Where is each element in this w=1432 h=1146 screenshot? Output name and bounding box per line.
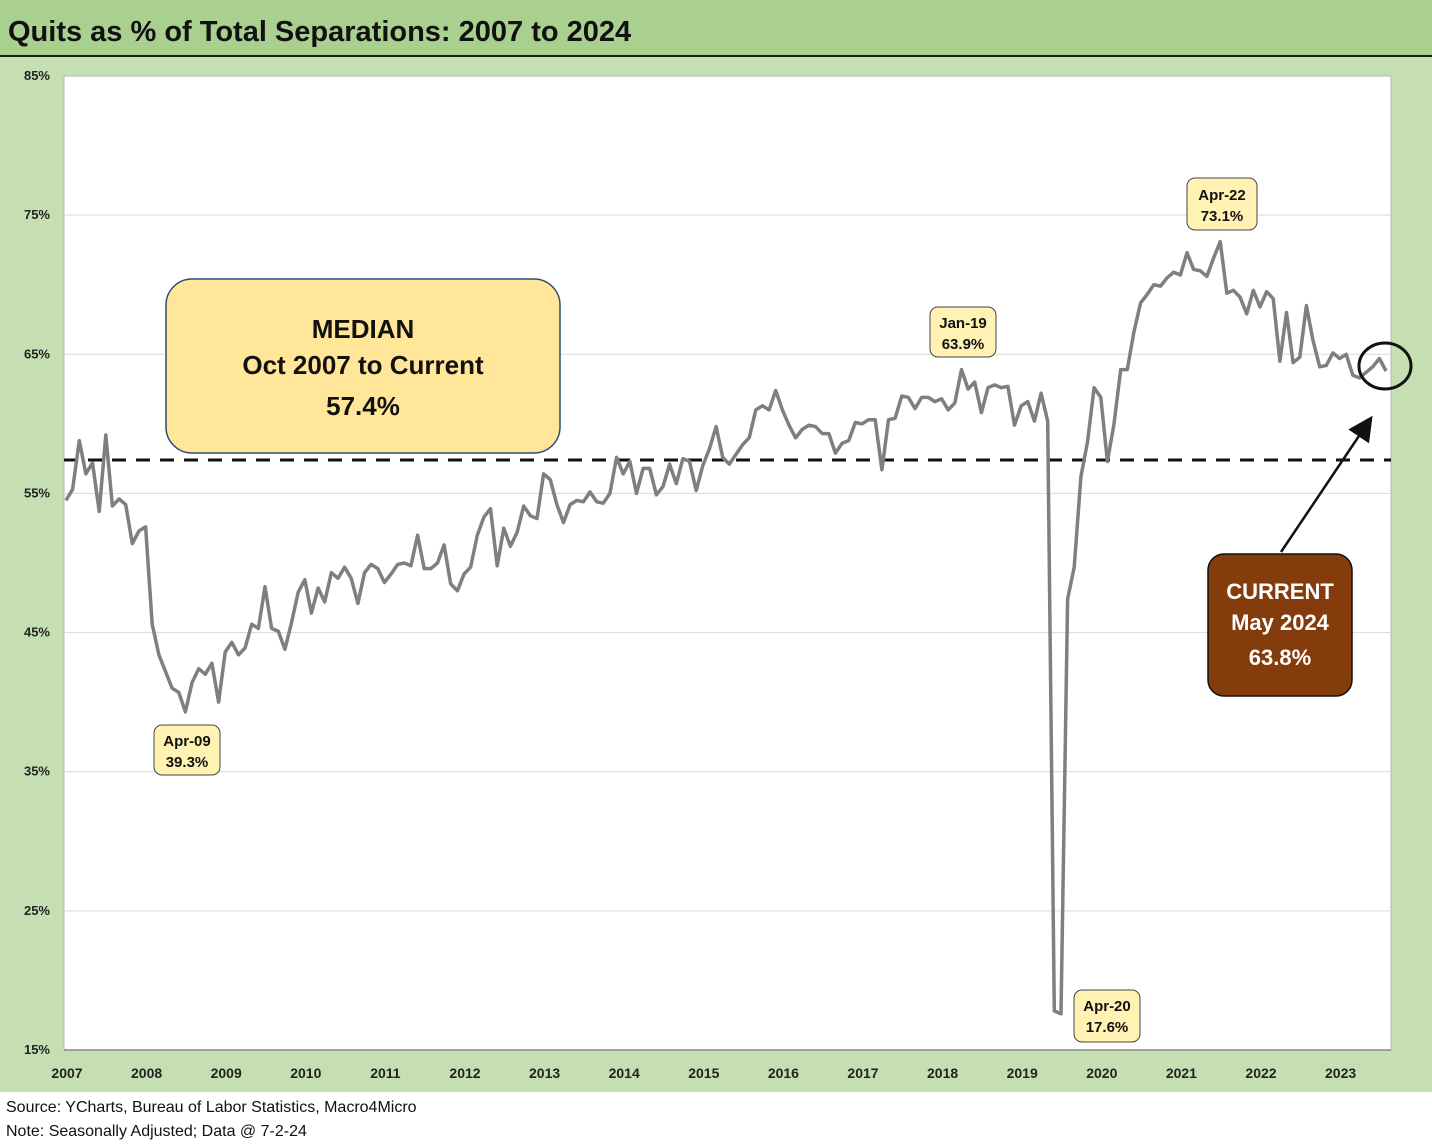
median-box-line1: MEDIAN	[312, 314, 415, 344]
current-value-circle	[1357, 341, 1413, 391]
quits-series-line	[64, 239, 1388, 1016]
x-tick-label: 2012	[449, 1065, 480, 1081]
current-arrow	[1279, 415, 1373, 553]
x-tick-label: 2008	[131, 1065, 162, 1081]
callout-jan-19-box	[929, 306, 997, 358]
x-tick-label: 2011	[370, 1065, 401, 1081]
callout-jan-19-date: Jan-19	[939, 315, 987, 332]
quits-line-chart: 15% 25% 35% 45% 55% 65% 75% 85% 2007 2008 2009 201…	[24, 68, 1413, 1081]
x-tick-label: 2010	[290, 1065, 321, 1081]
x-tick-label: 2022	[1245, 1065, 1276, 1081]
callout-apr-22-date: Apr-22	[1198, 187, 1246, 204]
x-tick-label: 2019	[1007, 1065, 1038, 1081]
x-tick-label: 2015	[688, 1065, 719, 1081]
callout-apr-09: Apr-09 39.3%	[153, 724, 221, 776]
current-box-shape	[1207, 553, 1353, 697]
y-tick-label: 55%	[24, 485, 50, 500]
footer-note: Note: Seasonally Adjusted; Data @ 7-2-24	[6, 1123, 307, 1140]
y-tick-label: 75%	[24, 207, 50, 222]
callout-apr-22: Apr-22 73.1%	[1186, 177, 1258, 231]
callout-apr-20-value: 17.6%	[1086, 1019, 1129, 1036]
chart-title: Quits as % of Total Separations: 2007 to…	[8, 16, 632, 48]
y-tick-label: 35%	[24, 764, 50, 779]
x-tick-label: 2016	[768, 1065, 799, 1081]
current-box-line3: 63.8%	[1249, 645, 1311, 670]
plot-area	[63, 75, 1392, 1051]
current-box-line1: CURRENT	[1226, 579, 1334, 604]
callout-apr-22-box	[1186, 177, 1258, 231]
x-tick-label: 2023	[1325, 1065, 1356, 1081]
callout-apr-09-box	[153, 724, 221, 776]
callout-jan-19-value: 63.9%	[942, 336, 985, 353]
current-box-line2: May 2024	[1231, 610, 1330, 635]
y-tick-label: 45%	[24, 625, 50, 640]
footer: Source: YCharts, Bureau of Labor Statist…	[6, 1096, 417, 1144]
median-box-line3: 57.4%	[326, 391, 400, 421]
x-tick-label: 2014	[609, 1065, 640, 1081]
callout-jan-19: Jan-19 63.9%	[929, 306, 997, 358]
callout-apr-22-value: 73.1%	[1201, 208, 1244, 225]
y-axis-ticks: 15% 25% 35% 45% 55% 65% 75% 85%	[24, 68, 50, 1057]
x-tick-label: 2021	[1166, 1065, 1197, 1081]
callout-apr-20: Apr-20 17.6%	[1073, 989, 1141, 1043]
gridlines	[64, 214, 1391, 912]
median-box-shape	[165, 278, 561, 454]
x-axis-ticks: 2007 2008 2009 2010 2011 2012 2013 2014 2015 2016…	[51, 1065, 1356, 1081]
y-tick-label: 15%	[24, 1042, 50, 1057]
callout-apr-20-box	[1073, 989, 1141, 1043]
callout-apr-20-date: Apr-20	[1083, 998, 1131, 1015]
title-bar: Quits as % of Total Separations: 2007 to…	[0, 0, 1432, 57]
x-tick-label: 2009	[211, 1065, 242, 1081]
x-tick-label: 2018	[927, 1065, 958, 1081]
y-tick-label: 65%	[24, 346, 50, 361]
median-box: MEDIAN Oct 2007 to Current 57.4%	[165, 278, 561, 454]
median-box-line2: Oct 2007 to Current	[242, 350, 484, 380]
current-box: CURRENT May 2024 63.8%	[1207, 553, 1353, 697]
x-tick-label: 2017	[847, 1065, 878, 1081]
footer-source: Source: YCharts, Bureau of Labor Statist…	[6, 1099, 417, 1116]
x-tick-label: 2020	[1086, 1065, 1117, 1081]
x-tick-label: 2013	[529, 1065, 560, 1081]
y-tick-label: 85%	[24, 68, 50, 83]
x-tick-label: 2007	[51, 1065, 82, 1081]
y-tick-label: 25%	[24, 903, 50, 918]
callout-apr-09-date: Apr-09	[163, 733, 211, 750]
callout-apr-09-value: 39.3%	[166, 754, 209, 771]
